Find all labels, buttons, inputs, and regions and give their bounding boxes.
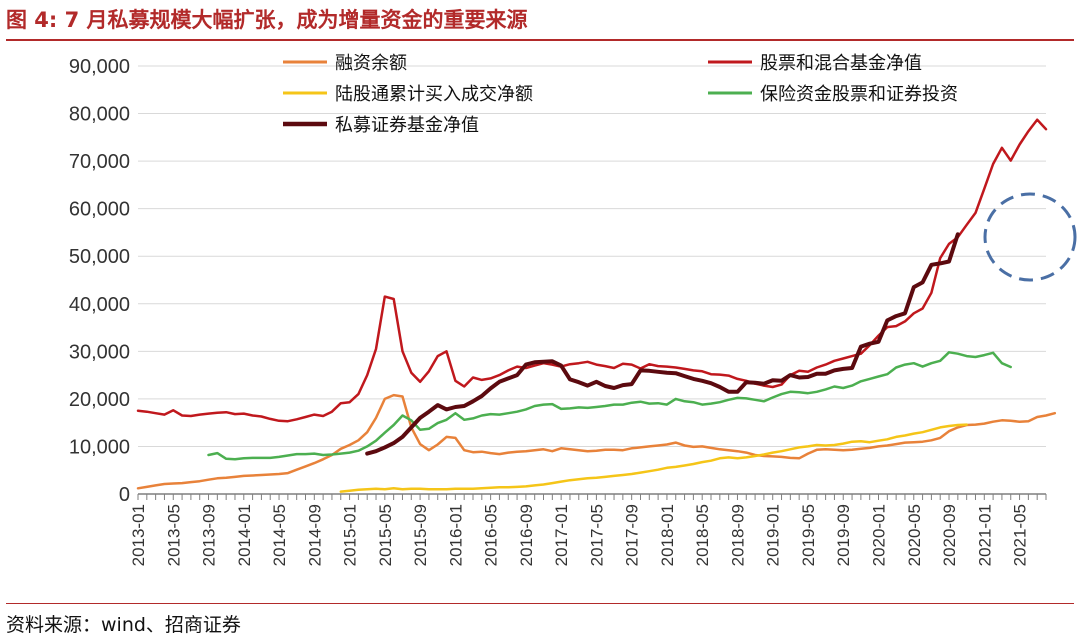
legend-label: 股票和混合基金净值 [760, 53, 922, 74]
x-tick-label: 2013-01 [129, 504, 148, 566]
legend-label: 陆股通累计买入成交净额 [335, 84, 533, 105]
y-tick-label: 40,000 [69, 294, 130, 316]
y-tick-label: 20,000 [69, 389, 130, 411]
y-tick-label: 80,000 [69, 104, 130, 126]
x-tick-label: 2013-09 [200, 504, 219, 566]
x-tick-label: 2014-01 [235, 504, 254, 566]
x-axis: 2013-01 2013-05 2013-09 2014-01 2014-05 2014-… [129, 493, 1047, 566]
x-tick-label: 2020-01 [870, 504, 889, 566]
chart-title: 图 4: 7 月私募规模大幅扩张，成为增量资金的重要来源 [6, 8, 528, 32]
x-tick-label: 2016-05 [482, 504, 501, 566]
y-tick-label: 0 [119, 484, 130, 506]
series-line [339, 423, 968, 493]
x-tick-label: 2015-09 [411, 504, 430, 566]
series-line [207, 351, 1012, 461]
legend-label: 私募证券基金净值 [335, 115, 479, 136]
x-tick-label: 2021-05 [1011, 504, 1030, 566]
x-tick-label: 2016-01 [446, 504, 465, 566]
x-tick-label: 2019-05 [799, 504, 818, 566]
x-tick-label: 2019-01 [764, 504, 783, 566]
x-tick-label: 2018-05 [693, 504, 712, 566]
y-tick-label: 70,000 [69, 151, 130, 173]
highlight-dashed-circle [983, 192, 1077, 282]
y-tick-label: 50,000 [69, 246, 130, 268]
x-tick-label: 2016-09 [517, 504, 536, 566]
x-tick-label: 2020-09 [940, 504, 959, 566]
source-note: 资料来源：wind、招商证券 [6, 614, 241, 636]
y-tick-label: 90,000 [69, 56, 130, 78]
y-tick-label: 60,000 [69, 199, 130, 221]
x-tick-label: 2017-05 [587, 504, 606, 566]
x-tick-label: 2017-09 [623, 504, 642, 566]
y-tick-label: 30,000 [69, 341, 130, 363]
x-tick-label: 2015-05 [376, 504, 395, 566]
x-tick-label: 2014-05 [270, 504, 289, 566]
series-line [365, 232, 960, 456]
title-divider [6, 39, 1074, 41]
series-line [136, 393, 1057, 490]
x-tick-label: 2018-01 [658, 504, 677, 566]
y-tick-label: 10,000 [69, 436, 130, 458]
series-lines [136, 118, 1057, 493]
x-tick-label: 2021-01 [975, 504, 994, 566]
legend-label: 保险资金股票和证券投资 [760, 84, 958, 105]
x-tick-label: 2020-05 [905, 504, 924, 566]
legend-label: 融资余额 [335, 53, 407, 74]
y-axis: 0 10,000 20,000 30,000 40,000 50,000 60,000 70,… [69, 56, 130, 506]
y-gridlines [138, 65, 1046, 447]
series-line [136, 118, 1048, 423]
x-tick-label: 2014-09 [305, 504, 324, 566]
x-tick-label: 2019-09 [834, 504, 853, 566]
x-tick-label: 2013-05 [164, 504, 183, 566]
x-tick-label: 2015-01 [341, 504, 360, 566]
footer-divider [6, 603, 1074, 604]
x-tick-label: 2018-09 [728, 504, 747, 566]
x-tick-label: 2017-01 [552, 504, 571, 566]
